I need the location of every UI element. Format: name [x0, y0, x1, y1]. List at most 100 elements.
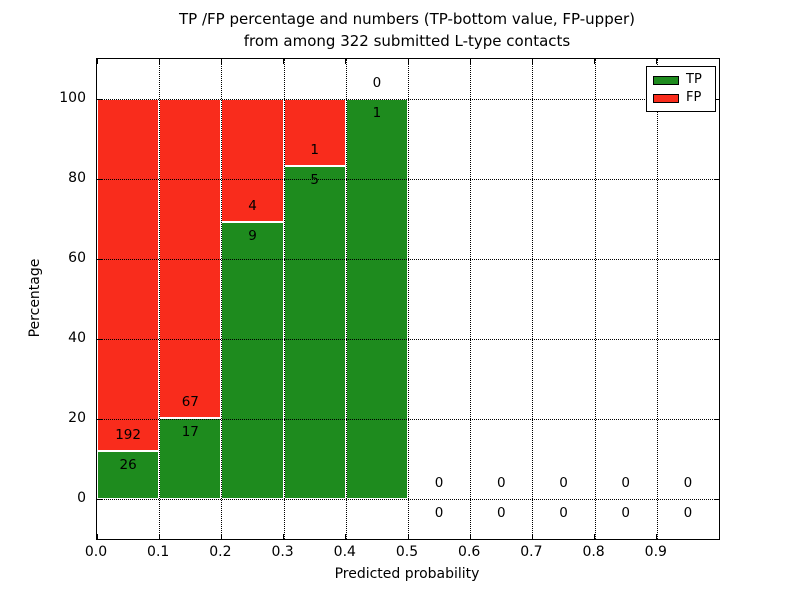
- tp-count-label: 0: [621, 505, 630, 521]
- x-tick-mark: [469, 534, 471, 539]
- legend-entry: TP: [653, 73, 709, 87]
- x-tick-label: 0.5: [395, 544, 419, 560]
- fp-count-label: 4: [248, 198, 257, 215]
- grid-line-horizontal: [97, 99, 719, 100]
- fp-count-label: 67: [181, 394, 199, 411]
- grid-line-horizontal: [97, 419, 719, 420]
- x-tick-label: 0.7: [520, 544, 543, 560]
- y-axis-label: Percentage: [27, 258, 43, 338]
- y-tick-label: 80: [68, 169, 86, 186]
- x-tick-label: 0.2: [209, 544, 232, 560]
- y-tick-label: 100: [59, 89, 86, 106]
- y-tick-label: 20: [68, 409, 86, 426]
- grid-line-horizontal: [97, 259, 719, 260]
- legend: TP FP: [646, 66, 716, 112]
- y-tick-mark: [97, 98, 102, 100]
- tp-count-label: 26: [119, 457, 137, 474]
- tp-swatch-icon: [653, 75, 679, 85]
- y-tick-mark: [714, 98, 719, 100]
- grid-line-horizontal: [97, 179, 719, 180]
- tp-count-label: 0: [434, 505, 444, 521]
- legend-entry: FP: [653, 91, 709, 105]
- x-tick-mark: [594, 59, 596, 64]
- grid-line-vertical: [532, 59, 534, 539]
- x-tick-label: 0.8: [582, 544, 605, 560]
- grid-line-vertical: [656, 59, 658, 539]
- fp-count-label: 0: [434, 475, 444, 491]
- legend-entry-label: TP: [686, 72, 702, 87]
- y-tick-mark: [97, 178, 102, 180]
- plot-area: 192 26 67 17 4 9 1 5 0 1 0 0 0 0 0 0 0 0 0 0: [96, 58, 720, 540]
- fp-count-label: 0: [621, 475, 630, 491]
- grid-line-vertical: [221, 59, 223, 539]
- x-tick-mark: [469, 59, 471, 64]
- x-tick-mark: [345, 534, 347, 539]
- x-tick-mark: [531, 534, 533, 539]
- tp-count-label: 0: [559, 505, 568, 521]
- y-tick-label: 60: [68, 249, 86, 266]
- x-tick-mark: [96, 59, 98, 64]
- tp-count-label: 0: [497, 505, 506, 521]
- x-tick-mark: [96, 534, 98, 539]
- bar-segment-tp: [97, 451, 160, 499]
- x-tick-label: 0.9: [644, 544, 667, 560]
- bar-segment-fp: [97, 99, 160, 452]
- x-tick-mark: [283, 59, 285, 64]
- y-tick-mark: [714, 338, 719, 340]
- grid-line-vertical: [345, 59, 347, 539]
- tp-count-label: 0: [683, 505, 693, 521]
- grid-line-vertical: [470, 59, 472, 539]
- y-tick-mark: [97, 258, 102, 260]
- grid-line-horizontal: [97, 499, 719, 500]
- x-tick-label: 0.1: [147, 544, 170, 560]
- y-tick-mark: [714, 258, 719, 260]
- bar-segment-tp: [159, 418, 222, 499]
- fp-count-label: 1: [310, 141, 319, 158]
- bar-segment-tp: [283, 165, 346, 499]
- bar-segment-tp: [221, 222, 284, 499]
- chart-title-line1: TP /FP percentage and numbers (TP-bottom…: [179, 10, 635, 28]
- x-tick-label: 0.3: [271, 544, 294, 560]
- x-tick-mark: [220, 534, 222, 539]
- bar-segment-tp: [345, 99, 408, 499]
- grid-line-horizontal: [97, 339, 719, 340]
- fp-count-label: 0: [559, 475, 568, 491]
- grid-line-vertical: [283, 59, 285, 539]
- x-tick-label: 0.6: [458, 544, 481, 560]
- x-tick-mark: [158, 59, 160, 64]
- x-tick-mark: [158, 534, 160, 539]
- grid-line-vertical: [594, 59, 596, 539]
- x-tick-mark: [345, 59, 347, 64]
- y-tick-mark: [714, 418, 719, 420]
- x-tick-mark: [531, 59, 533, 64]
- legend-entry-label: FP: [686, 90, 702, 105]
- y-tick-mark: [97, 338, 102, 340]
- y-tick-label: 40: [68, 329, 86, 346]
- x-tick-mark: [407, 534, 409, 539]
- fp-count-label: 0: [372, 75, 382, 91]
- bar-segment-fp: [221, 99, 284, 223]
- y-tick-mark: [714, 498, 719, 500]
- x-axis-label: Predicted probability: [334, 566, 480, 582]
- x-tick-label: 0.0: [84, 544, 108, 560]
- tp-count-label: 17: [181, 424, 199, 441]
- y-tick-mark: [97, 418, 102, 420]
- x-tick-mark: [594, 534, 596, 539]
- x-tick-mark: [220, 59, 222, 64]
- fp-count-label: 0: [683, 475, 693, 491]
- fp-count-label: 192: [115, 427, 141, 444]
- grid-line-vertical: [408, 59, 409, 539]
- x-tick-label: 0.4: [333, 544, 356, 560]
- chart-title-line2: from among 322 submitted L-type contacts: [243, 32, 571, 50]
- tp-count-label: 5: [310, 171, 319, 188]
- x-tick-mark: [283, 534, 285, 539]
- x-tick-mark: [407, 59, 409, 64]
- fp-swatch-icon: [653, 93, 679, 103]
- y-tick-mark: [97, 498, 102, 500]
- fp-count-label: 0: [497, 475, 506, 491]
- x-tick-mark: [656, 59, 658, 64]
- y-tick-label: 0: [77, 489, 86, 506]
- tp-count-label: 1: [372, 105, 382, 121]
- grid-line-vertical: [159, 59, 161, 539]
